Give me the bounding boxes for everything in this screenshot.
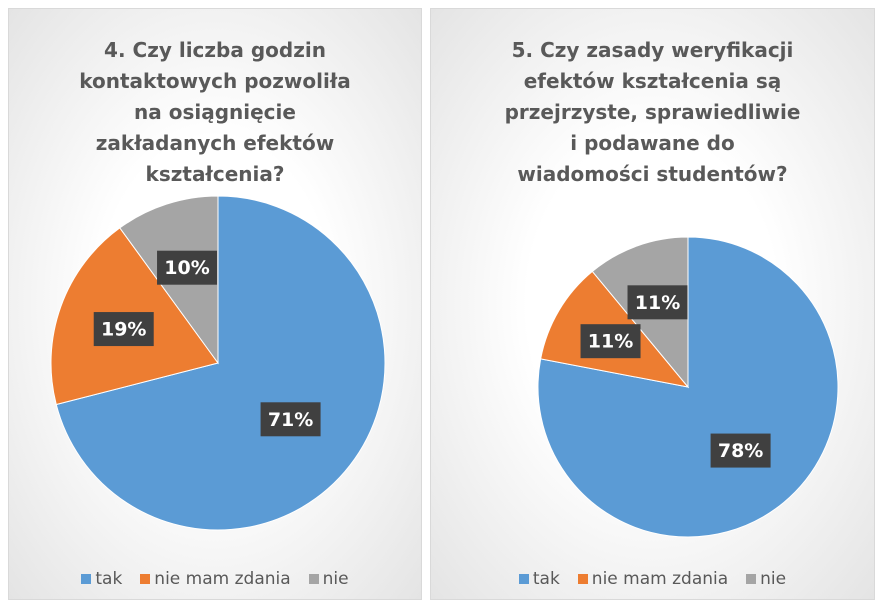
legend-item: tak [81,569,122,589]
chart-panel: 4. Czy liczba godzin kontaktowych pozwol… [8,8,422,600]
pie: 71% 19% 10% [50,195,386,531]
chart-title: 4. Czy liczba godzin kontaktowych pozwol… [79,38,351,186]
legend-label: nie [760,569,787,589]
legend-item: nie mam zdania [140,569,291,589]
legend-label: tak [95,569,123,589]
legend-item: tak [518,569,560,589]
data-label: 78% [710,433,771,468]
data-label-text: 11% [635,292,680,314]
data-label: 10% [157,250,218,285]
data-label-box [157,250,218,285]
data-label: 19% [93,312,154,347]
legend-item: nie [308,569,349,589]
data-label-box [260,402,321,437]
data-label-box [627,285,688,320]
legend-swatch [577,574,588,584]
legend-label: nie [322,569,349,589]
legend-label: nie mam zdania [591,569,729,589]
legend-swatch [746,574,757,584]
legend-swatch [140,574,151,584]
pie-slice [55,195,386,531]
data-label: 71% [260,402,321,437]
legend-swatch [81,574,92,584]
chart-panel: 5. Czy zasady weryfikacji efektów kształ… [430,8,875,600]
data-label-box [93,312,154,347]
legend-item: nie [746,569,786,589]
legend-label: tak [532,569,560,589]
legend-item: nie mam zdania [577,569,729,589]
legend-label: nie mam zdania [154,569,291,589]
chart-title: 5. Czy zasady weryfikacji efektów kształ… [504,38,801,186]
data-label-text: 19% [101,319,146,341]
data-label-text: 71% [268,409,313,431]
data-label: 11% [580,324,641,359]
legend-swatch [308,574,319,584]
legend: tak nie mam zdania nie [9,569,421,589]
data-label: 11% [627,285,688,320]
data-label-text: 78% [718,440,763,462]
pie: 78% 11%11% [537,236,839,538]
legend-swatch [518,574,529,584]
data-label-box [710,433,771,468]
data-label-text: 11% [588,331,633,353]
legend: tak nie mam zdania nie [431,569,874,589]
data-label-text: 10% [164,257,209,279]
data-label-box [580,324,641,359]
